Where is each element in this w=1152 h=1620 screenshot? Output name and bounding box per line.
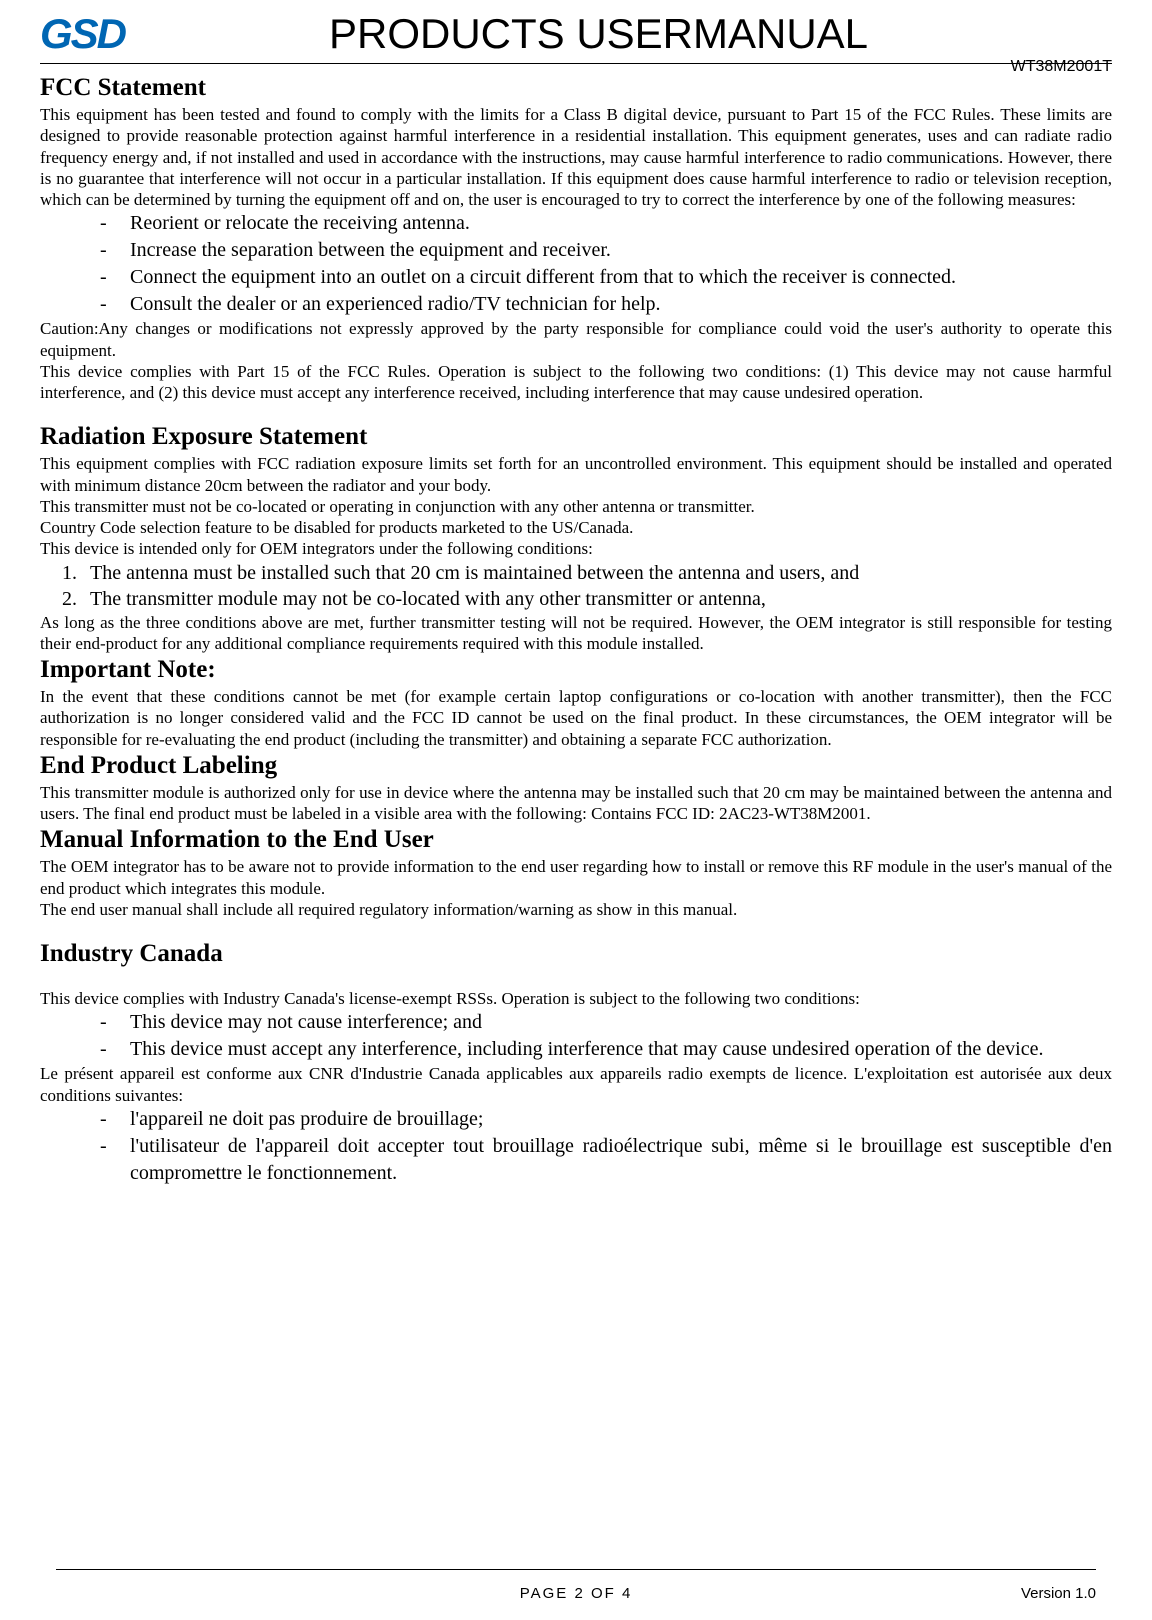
fcc-caution-text: Caution:Any changes or modifications not…	[40, 318, 1112, 361]
fcc-bullet-item: Connect the equipment into an outlet on …	[100, 264, 1112, 291]
numbered-item: 2.The transmitter module may not be co-l…	[62, 586, 1112, 612]
radiation-p1: This equipment complies with FCC radiati…	[40, 453, 1112, 496]
manual-info-p2: The end user manual shall include all re…	[40, 899, 1112, 920]
document-content: FCC Statement This equipment has been te…	[0, 64, 1152, 1187]
end-product-heading: End Product Labeling	[40, 752, 1112, 780]
radiation-p3: Country Code selection feature to be dis…	[40, 517, 1112, 538]
radiation-p4: This device is intended only for OEM int…	[40, 538, 1112, 559]
fcc-bullet-list: Reorient or relocate the receiving anten…	[40, 210, 1112, 318]
industry-canada-intro-en: This device complies with Industry Canad…	[40, 988, 1112, 1009]
ic-bullet-item: This device may not cause interference; …	[100, 1009, 1112, 1036]
fcc-compliance-text: This device complies with Part 15 of the…	[40, 361, 1112, 404]
document-footer: PAGE 2 OF 4 Version 1.0	[0, 1585, 1152, 1602]
fcc-bullet-item: Consult the dealer or an experienced rad…	[100, 291, 1112, 318]
fcc-bullet-item: Increase the separation between the equi…	[100, 237, 1112, 264]
numbered-text: The transmitter module may not be co-loc…	[90, 588, 766, 610]
important-note-heading: Important Note:	[40, 656, 1112, 684]
important-note-text: In the event that these conditions canno…	[40, 686, 1112, 750]
industry-canada-bullets-en: This device may not cause interference; …	[40, 1009, 1112, 1063]
model-number: WT38M2001T	[1011, 58, 1112, 76]
fcc-statement-heading: FCC Statement	[40, 74, 1112, 102]
page-number: PAGE 2 OF 4	[520, 1585, 633, 1602]
industry-canada-bullets-fr: l'appareil ne doit pas produire de broui…	[40, 1106, 1112, 1187]
radiation-heading: Radiation Exposure Statement	[40, 423, 1112, 451]
ic-bullet-item-fr: l'utilisateur de l'appareil doit accepte…	[100, 1133, 1112, 1187]
manual-info-p1: The OEM integrator has to be aware not t…	[40, 856, 1112, 899]
radiation-p2: This transmitter must not be co-located …	[40, 496, 1112, 517]
fcc-bullet-item: Reorient or relocate the receiving anten…	[100, 210, 1112, 237]
document-header: GSD PRODUCTS USERMANUAL WT38M2001T	[0, 0, 1152, 58]
radiation-numbered-list: 1.The antenna must be installed such tha…	[40, 560, 1112, 612]
ic-bullet-item-fr: l'appareil ne doit pas produire de broui…	[100, 1106, 1112, 1133]
end-product-text: This transmitter module is authorized on…	[40, 782, 1112, 825]
ic-bullet-item: This device must accept any interference…	[100, 1036, 1112, 1063]
industry-canada-heading: Industry Canada	[40, 940, 1112, 968]
document-title: PRODUCTS USERMANUAL	[85, 10, 1112, 58]
version-number: Version 1.0	[1021, 1585, 1096, 1602]
manual-info-heading: Manual Information to the End User	[40, 826, 1112, 854]
footer-divider	[56, 1569, 1096, 1570]
radiation-p5: As long as the three conditions above ar…	[40, 612, 1112, 655]
industry-canada-intro-fr: Le présent appareil est conforme aux CNR…	[40, 1063, 1112, 1106]
numbered-text: The antenna must be installed such that …	[90, 562, 859, 584]
fcc-intro-text: This equipment has been tested and found…	[40, 104, 1112, 210]
numbered-item: 1.The antenna must be installed such tha…	[62, 560, 1112, 586]
